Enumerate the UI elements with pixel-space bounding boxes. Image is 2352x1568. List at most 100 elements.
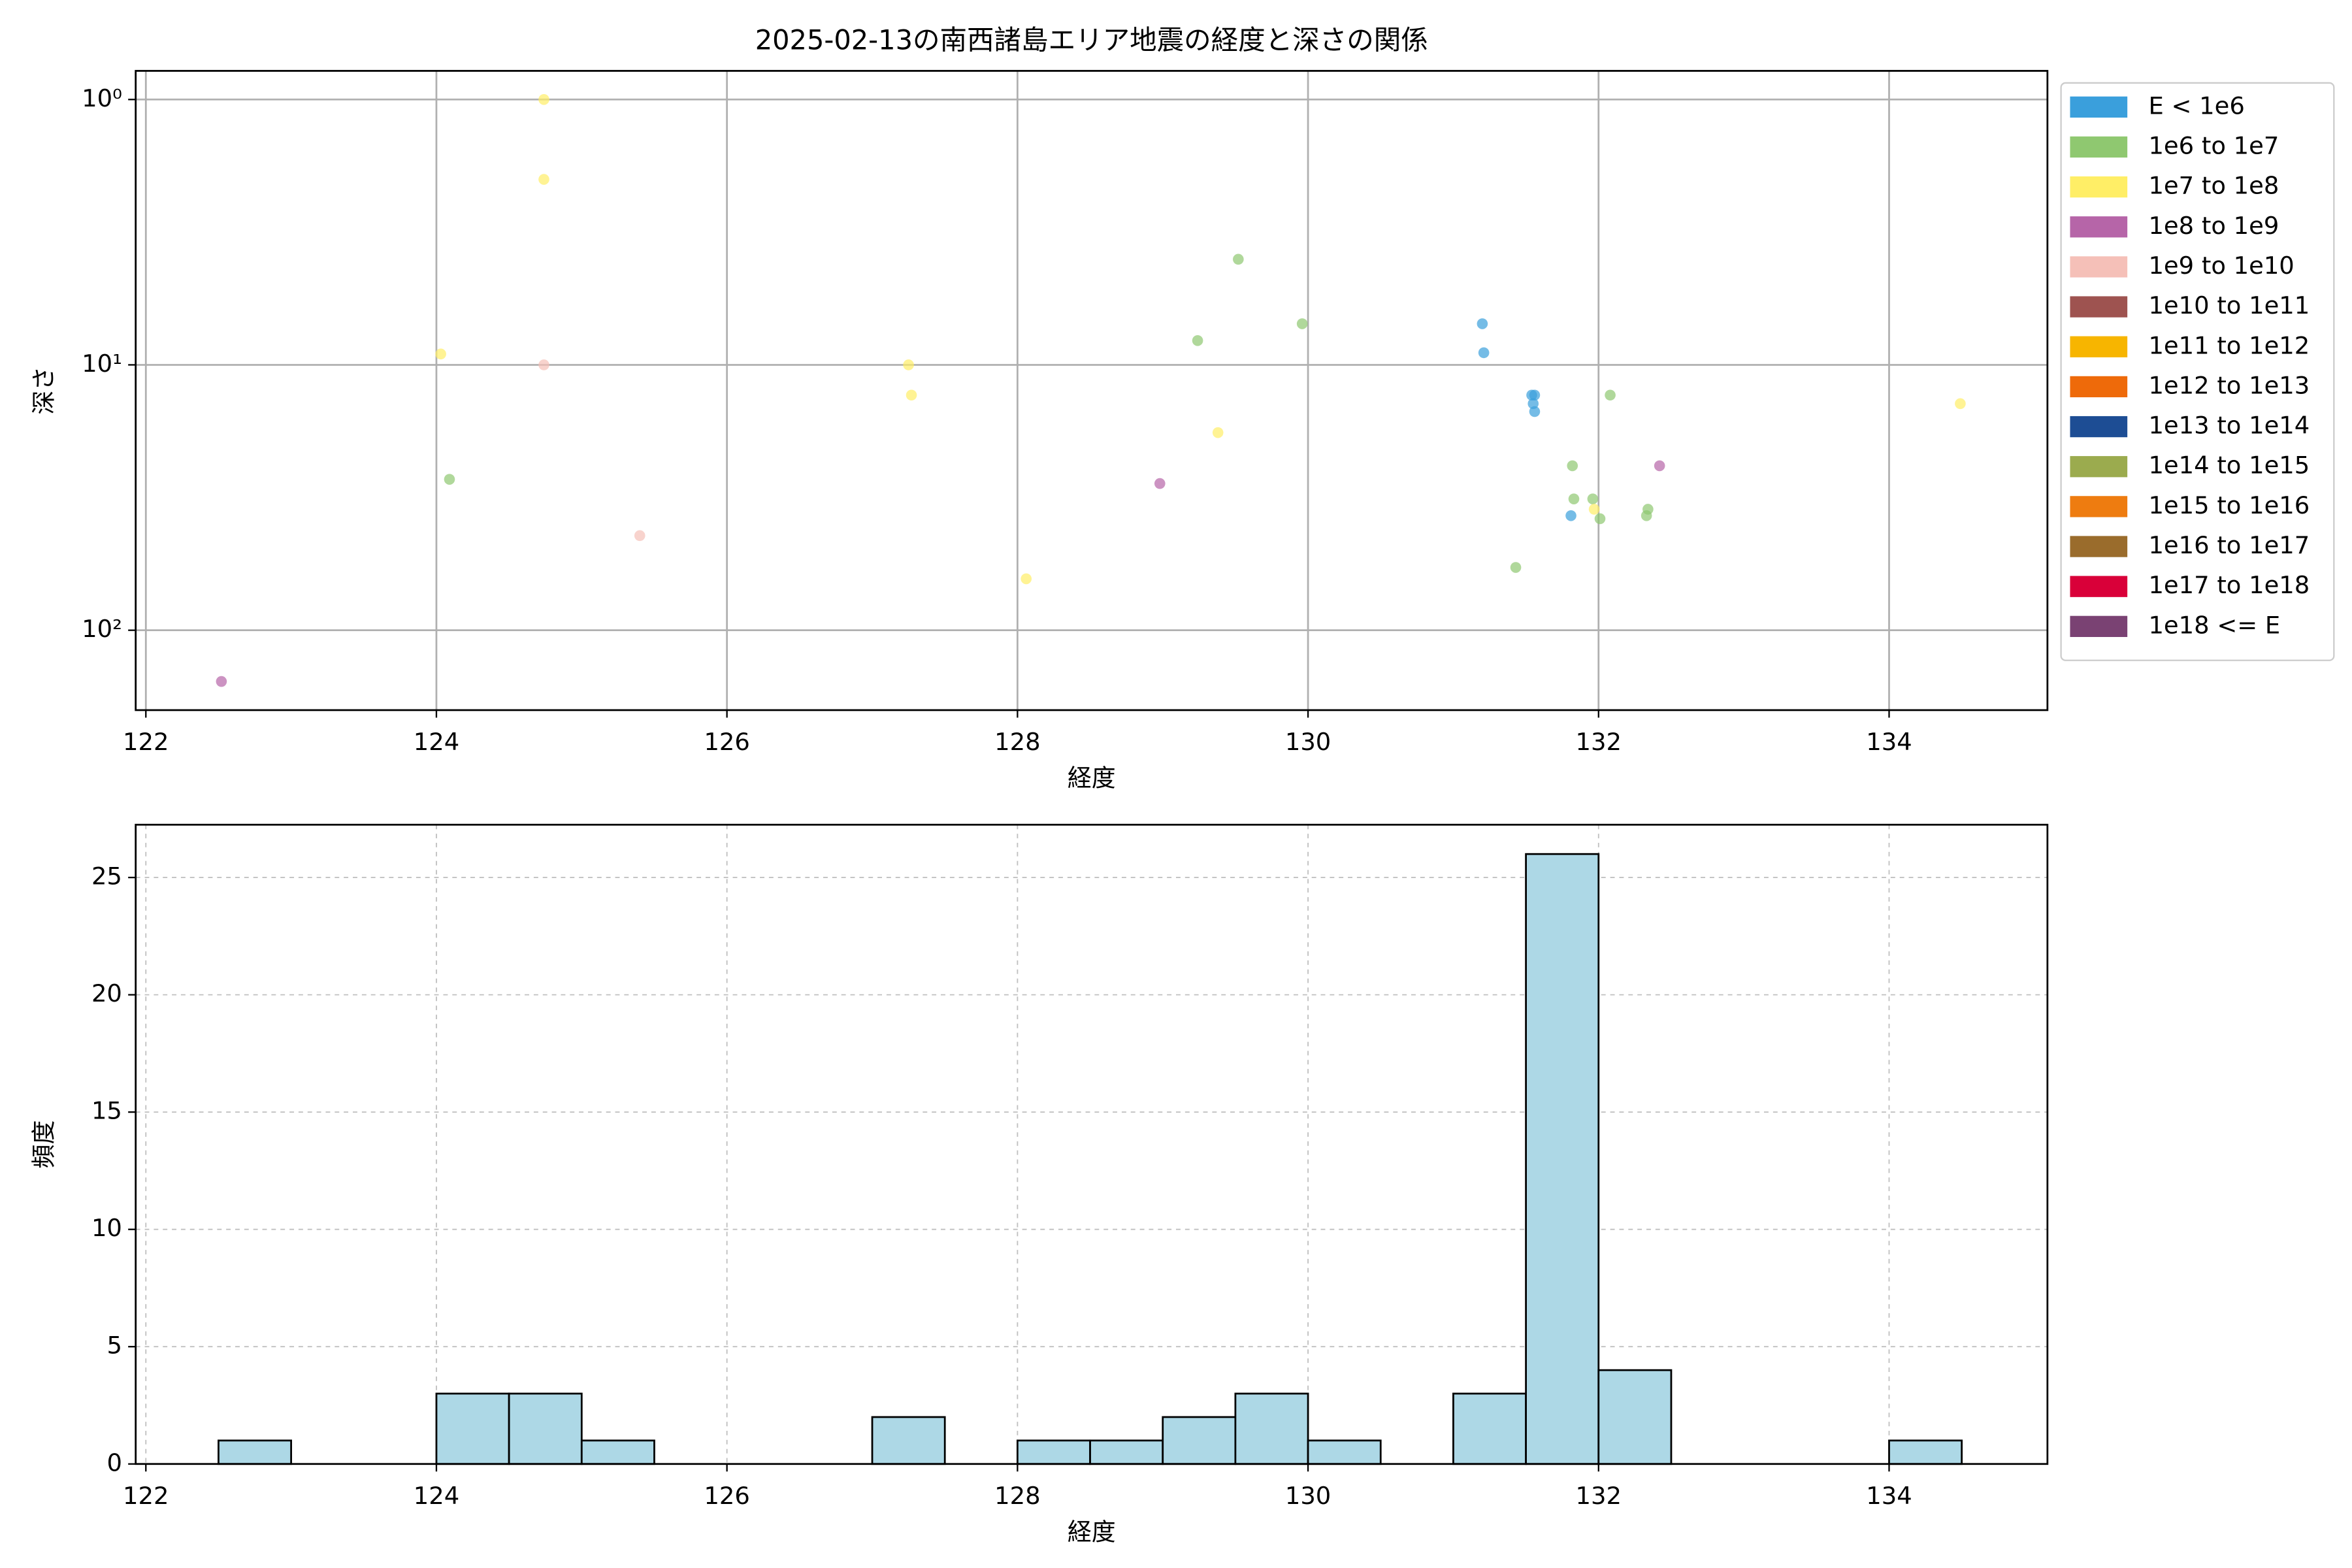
point — [1529, 406, 1541, 417]
point — [444, 474, 455, 485]
legend-swatch — [2070, 615, 2128, 637]
legend-label: 1e8 to 1e9 — [2148, 212, 2279, 240]
legend-swatch — [2070, 136, 2128, 158]
legend-swatch — [2070, 376, 2128, 398]
bar — [435, 1392, 510, 1465]
y-tick-label: 5 — [106, 1331, 122, 1360]
legend-label: 1e9 to 1e10 — [2148, 252, 2294, 280]
x-axis-label: 経度 — [1068, 1518, 1116, 1546]
point — [1233, 253, 1244, 265]
legend-label: 1e18 <= E — [2148, 611, 2280, 639]
legend-swatch — [2070, 416, 2128, 438]
legend-label: 1e6 to 1e7 — [2148, 132, 2279, 160]
legend-label: 1e17 to 1e18 — [2148, 571, 2310, 599]
y-axis-label: 頻度 — [30, 1120, 58, 1169]
y-tick-label: 0 — [106, 1448, 122, 1477]
y-tick-label: 10¹ — [82, 350, 122, 378]
point — [1641, 510, 1652, 521]
x-tick-label: 134 — [1866, 1482, 1912, 1510]
x-tick-label: 122 — [123, 728, 169, 756]
x-tick-label: 130 — [1285, 1482, 1331, 1510]
x-tick-label: 132 — [1576, 728, 1622, 756]
point — [634, 530, 645, 542]
point — [1212, 427, 1224, 438]
legend-swatch — [2070, 96, 2128, 118]
point — [903, 359, 914, 370]
chart-title: 2025-02-13の南西諸島エリア地震の経度と深さの関係 — [755, 24, 1428, 56]
point — [1587, 493, 1599, 504]
legend-label: 1e7 to 1e8 — [2148, 172, 2279, 200]
legend-swatch — [2070, 256, 2128, 278]
y-tick-label: 20 — [91, 979, 122, 1007]
point — [435, 348, 446, 360]
point — [1510, 562, 1522, 573]
x-tick-label: 134 — [1866, 728, 1912, 756]
point — [1192, 335, 1203, 346]
x-tick-label: 122 — [123, 1482, 169, 1510]
point — [1478, 347, 1490, 359]
y-tick-label: 10² — [82, 615, 122, 643]
point — [1021, 573, 1032, 585]
bar — [1597, 1369, 1673, 1465]
bar — [1888, 1439, 1963, 1465]
legend-label: 1e11 to 1e12 — [2148, 331, 2310, 359]
legend-label: 1e14 to 1e15 — [2148, 451, 2310, 480]
x-tick-label: 130 — [1285, 728, 1331, 756]
legend-label: 1e13 to 1e14 — [2148, 412, 2310, 440]
legend-label: 1e12 to 1e13 — [2148, 371, 2310, 399]
point — [1296, 318, 1308, 329]
x-tick-label: 128 — [994, 728, 1040, 756]
bar — [580, 1439, 655, 1465]
legend-swatch — [2070, 456, 2128, 478]
point — [1529, 389, 1541, 401]
y-tick-label: 25 — [91, 862, 122, 890]
y-tick-label: 10 — [91, 1214, 122, 1242]
x-tick-label: 132 — [1576, 1482, 1622, 1510]
point — [906, 389, 917, 401]
point — [1588, 504, 1600, 515]
legend-swatch — [2070, 216, 2128, 238]
bar — [1307, 1439, 1382, 1465]
legend-label: 1e15 to 1e16 — [2148, 491, 2310, 519]
bar — [508, 1392, 583, 1465]
x-tick-label: 126 — [704, 1482, 749, 1510]
bar — [1525, 853, 1600, 1465]
bar — [1016, 1439, 1091, 1465]
y-tick-label: 10⁰ — [82, 84, 122, 112]
x-axis-label: 経度 — [1068, 764, 1116, 792]
point — [538, 93, 549, 105]
legend-swatch — [2070, 296, 2128, 318]
point — [538, 174, 549, 185]
x-tick-label: 128 — [994, 1482, 1040, 1510]
point — [1654, 460, 1665, 472]
bar — [218, 1439, 292, 1465]
legend-label: 1e16 to 1e17 — [2148, 531, 2310, 559]
bar — [1234, 1392, 1309, 1465]
point — [1568, 493, 1580, 504]
legend-swatch — [2070, 576, 2128, 597]
legend-label: E < 1e6 — [2148, 91, 2244, 120]
bar — [1089, 1439, 1164, 1465]
point — [216, 676, 227, 687]
legend-swatch — [2070, 336, 2128, 357]
point — [538, 359, 549, 370]
bar — [1452, 1392, 1527, 1465]
bar — [871, 1416, 946, 1465]
point — [1594, 513, 1606, 525]
point — [1477, 318, 1488, 329]
point — [1154, 478, 1166, 489]
plot-frame — [135, 823, 2049, 1465]
point — [1565, 510, 1576, 521]
plot-frame — [135, 70, 2049, 711]
legend-swatch — [2070, 176, 2128, 198]
legend-label: 1e10 to 1e11 — [2148, 291, 2310, 319]
legend-swatch — [2070, 496, 2128, 517]
x-tick-label: 124 — [414, 728, 459, 756]
legend-swatch — [2070, 536, 2128, 557]
point — [1567, 460, 1578, 472]
y-axis-label: 深さ — [30, 367, 58, 415]
x-tick-label: 124 — [414, 1482, 459, 1510]
point — [1605, 389, 1616, 401]
